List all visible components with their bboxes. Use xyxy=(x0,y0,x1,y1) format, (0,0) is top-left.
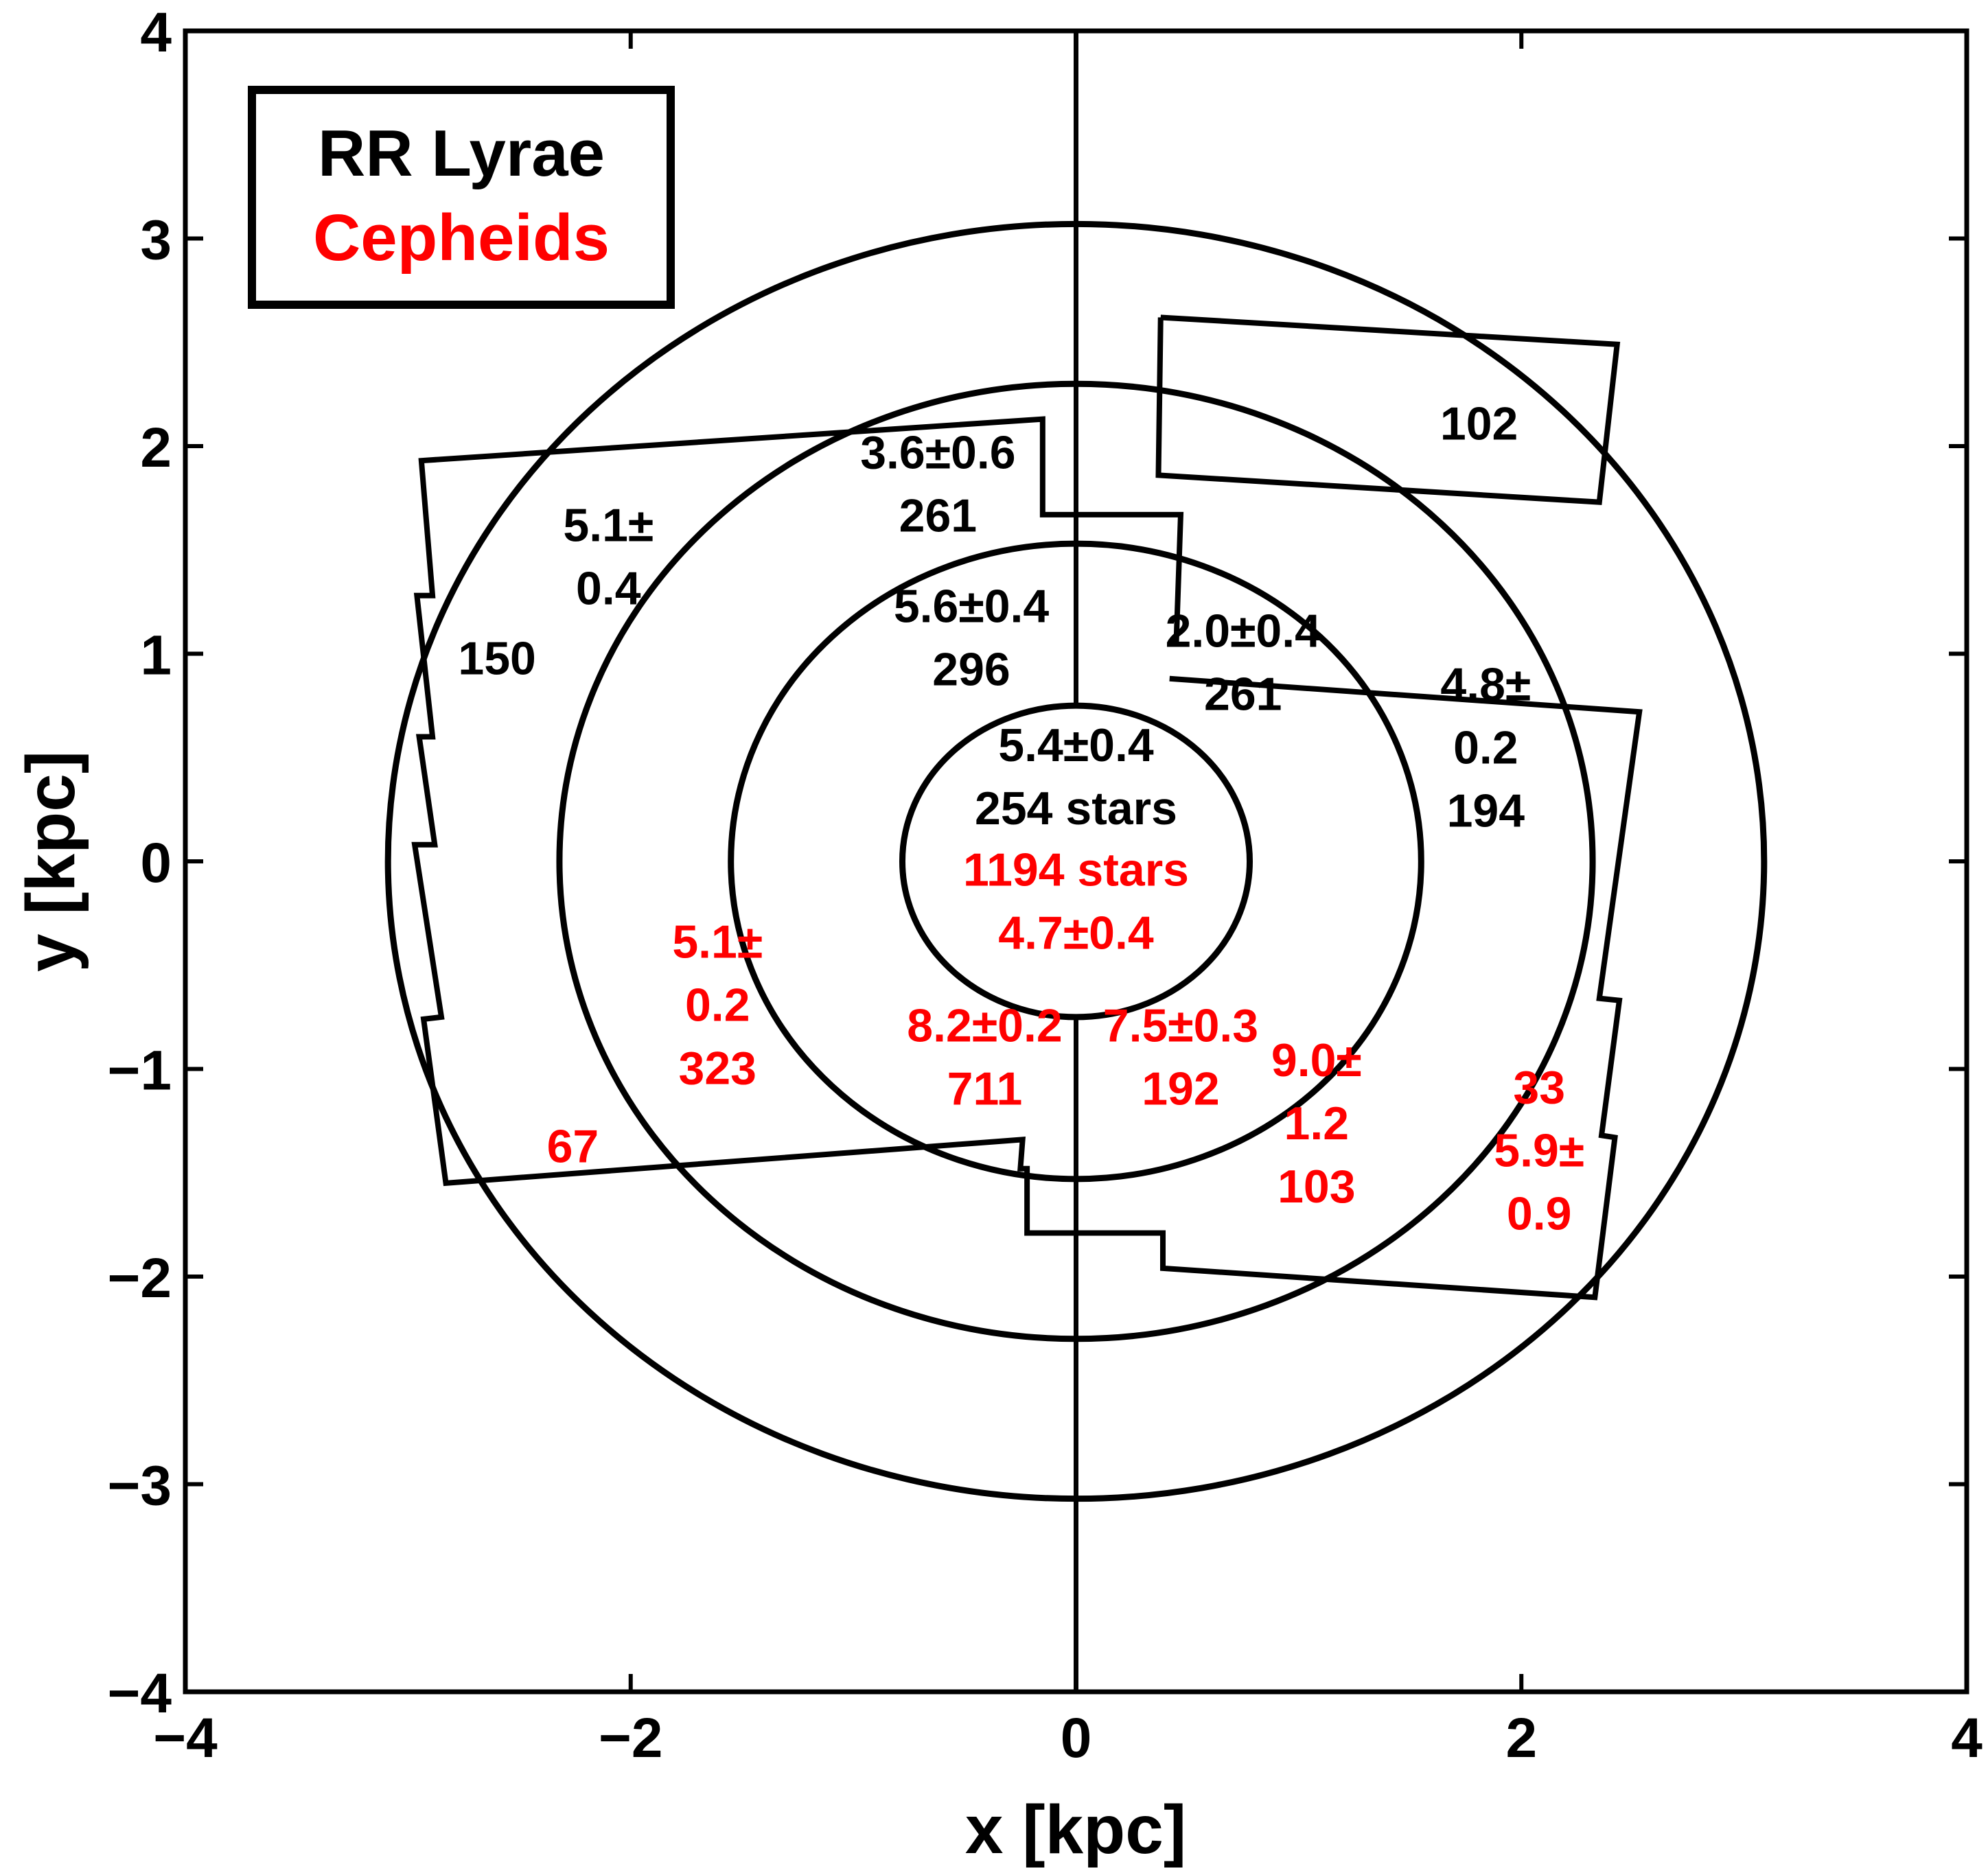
data-annotation-line: 1.2 xyxy=(1284,1097,1350,1150)
y-tick-label: 4 xyxy=(140,1,172,64)
x-tick-label: −2 xyxy=(599,1707,663,1769)
data-annotation-line: 5.1± xyxy=(672,916,763,968)
data-annotation: 2.0±0.4 261 xyxy=(1166,605,1321,721)
data-annotation: 102 xyxy=(1440,398,1518,450)
y-tick-label: 2 xyxy=(140,417,172,479)
data-annotation-line: 2.0±0.4 xyxy=(1166,605,1321,658)
data-annotation: 8.2±0.2 711 xyxy=(907,999,1062,1115)
data-annotation-line: 5.6±0.4 xyxy=(894,580,1050,632)
data-annotation-line: 0.2 xyxy=(1453,722,1518,774)
y-tick-label: −4 xyxy=(108,1662,172,1725)
data-annotation-line: 194 xyxy=(1447,785,1525,837)
y-tick-label: 3 xyxy=(140,209,172,272)
data-annotation-line: 1194 stars xyxy=(963,844,1189,896)
data-annotation: 3.6±0.6 261 xyxy=(860,426,1015,542)
data-annotation-line: 4.7±0.4 xyxy=(998,907,1154,959)
annotations: 102 3.6±0.6 261 5.1± 0.4 150 5.6±0.4 296 2.0±0.4… xyxy=(458,398,1584,1240)
y-tick-label: 0 xyxy=(140,832,172,894)
y-tick-label: −3 xyxy=(108,1455,172,1517)
plot-shapes xyxy=(384,31,1768,1692)
data-annotation-line: 0.4 xyxy=(576,562,641,614)
plot-area-frame xyxy=(183,28,1969,1695)
x-tick-label: −4 xyxy=(153,1707,218,1769)
data-annotation: 67 xyxy=(547,1120,599,1172)
data-annotation-line: 9.0± xyxy=(1271,1034,1362,1086)
data-annotation: 1194 stars 4.7±0.4 xyxy=(963,844,1189,959)
data-annotation: 150 xyxy=(458,633,535,685)
legend: RR Lyrae Cepheids xyxy=(248,86,675,309)
x-tick-label: 4 xyxy=(1951,1707,1983,1769)
data-annotation-line: 192 xyxy=(1142,1062,1219,1115)
data-annotation: 5.1± 0.2 323 xyxy=(672,916,763,1095)
survey-field-outline-2 xyxy=(411,416,1643,1301)
data-annotation-line: 254 stars xyxy=(975,782,1177,835)
data-annotation-line: 5.9± xyxy=(1494,1124,1584,1176)
data-annotation-line: 7.5±0.3 xyxy=(1103,999,1258,1051)
data-annotation-line: 33 xyxy=(1513,1061,1565,1113)
y-tick-label: 1 xyxy=(140,625,172,687)
data-annotation-line: 4.8± xyxy=(1440,659,1531,711)
data-annotation-line: 261 xyxy=(899,489,977,542)
data-annotation-line: 5.4±0.4 xyxy=(998,719,1154,771)
data-annotation: 4.8± 0.2 194 xyxy=(1440,659,1531,837)
data-annotation: 9.0± 1.2 103 xyxy=(1271,1034,1362,1213)
survey-field-outline-1 xyxy=(1155,314,1621,505)
data-annotation-line: 103 xyxy=(1278,1161,1355,1213)
tick-labels: −4 −2 0 2 4 −4 −3 −2 −1 0 1 2 3 4 xyxy=(108,1,1983,1769)
x-axis-label: x [kpc] xyxy=(965,1791,1186,1868)
y-tick-label: −1 xyxy=(108,1040,172,1102)
data-annotation-line: 261 xyxy=(1204,668,1282,721)
data-annotation-line: 3.6±0.6 xyxy=(860,426,1015,478)
data-annotation: 33 5.9± 0.9 xyxy=(1494,1061,1584,1240)
data-annotation-line: 0.2 xyxy=(685,979,750,1032)
legend-entry-cepheids: Cepheids xyxy=(313,201,610,275)
data-annotation-line: 8.2±0.2 xyxy=(907,999,1062,1051)
data-annotation-line: 5.1± xyxy=(563,499,654,551)
x-tick-label: 0 xyxy=(1061,1707,1092,1769)
data-annotation: 5.1± 0.4 xyxy=(563,499,654,614)
data-annotation-line: 711 xyxy=(947,1062,1023,1115)
y-axis-label: y [kpc] xyxy=(12,751,89,972)
data-annotation-line: 67 xyxy=(547,1120,599,1172)
data-annotation: 5.6±0.4 296 xyxy=(894,580,1050,695)
data-annotation-line: 0.9 xyxy=(1507,1187,1572,1240)
y-tick-label: −2 xyxy=(108,1247,172,1310)
data-annotation-line: 102 xyxy=(1440,398,1518,450)
legend-entry-rr-lyrae: RR Lyrae xyxy=(318,117,605,190)
x-tick-label: 2 xyxy=(1505,1707,1537,1769)
legend-box xyxy=(248,86,675,309)
data-annotation-line: 323 xyxy=(679,1043,756,1095)
data-annotation: 5.4±0.4 254 stars xyxy=(975,719,1177,835)
data-annotation-line: 150 xyxy=(458,633,535,685)
data-annotation: 7.5±0.3 192 xyxy=(1103,999,1258,1115)
data-annotation-line: 296 xyxy=(932,643,1010,695)
